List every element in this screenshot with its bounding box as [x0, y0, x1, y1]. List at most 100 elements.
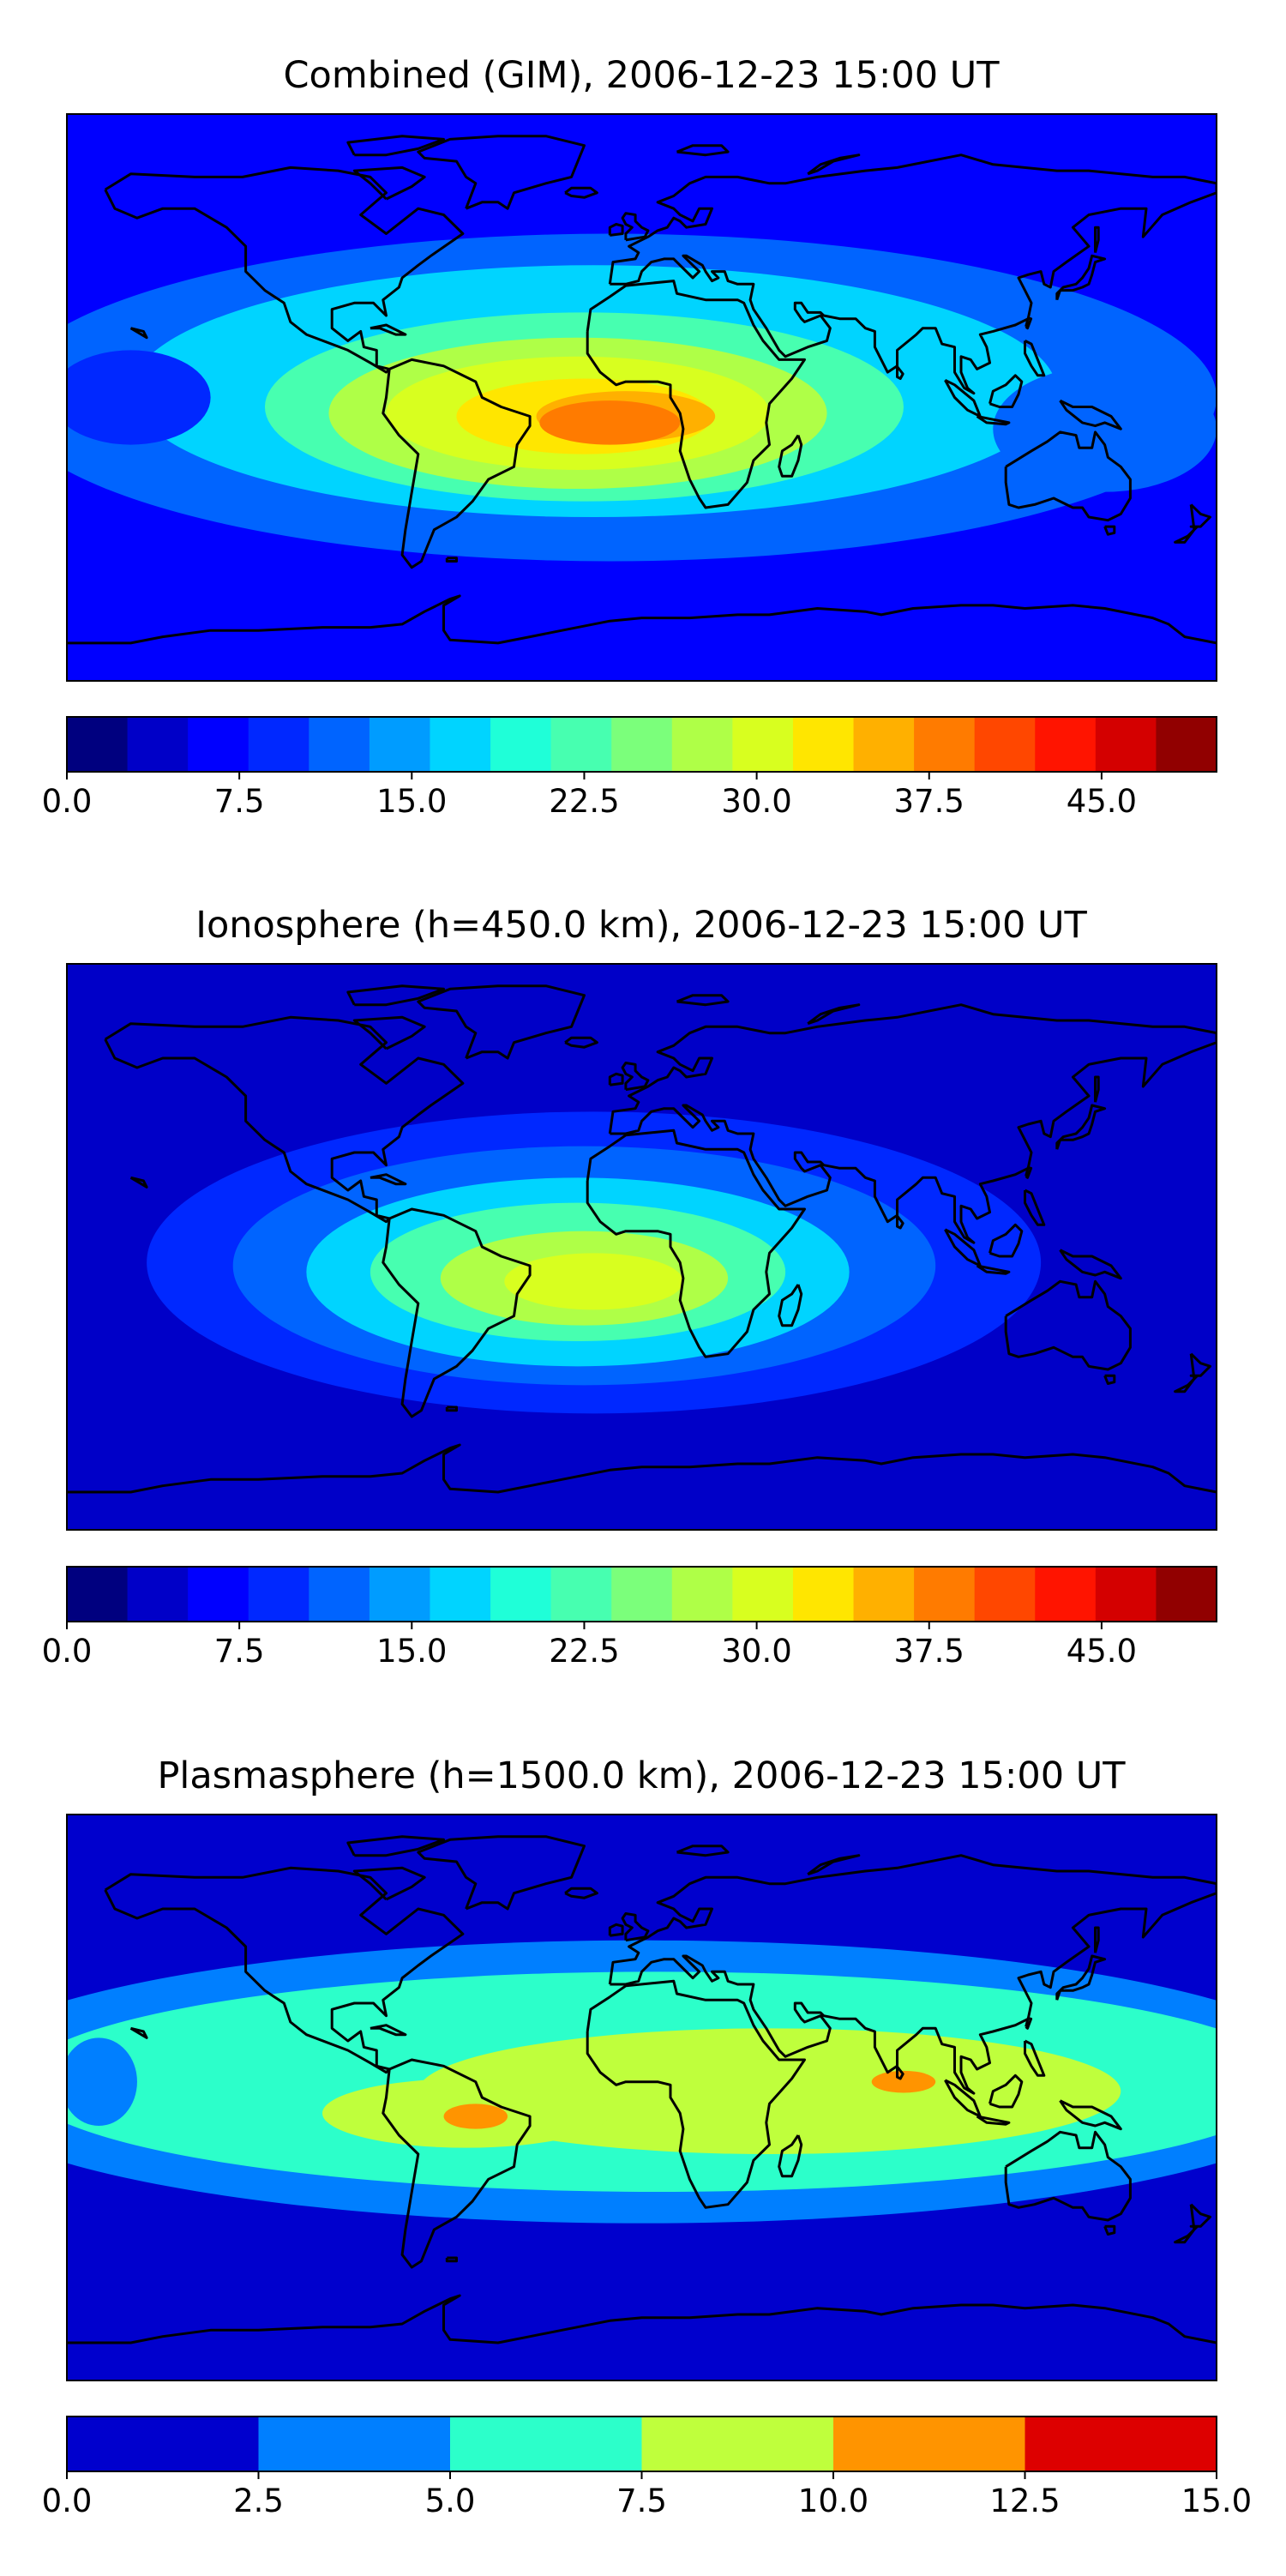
- colorbar-tick-label: 45.0: [1067, 783, 1137, 820]
- coastline-ellesmere: [346, 984, 445, 1007]
- coastline-ireland: [608, 223, 624, 237]
- colorbar-tick-label: 45.0: [1067, 1633, 1137, 1670]
- colorbar-segment: [248, 717, 309, 772]
- coastline-greenland: [417, 1835, 586, 1911]
- colorbar-segment: [490, 1567, 552, 1622]
- panel-combined: Combined (GIM), 2006-12-23 15:00 UT 0.0 7…: [42, 54, 1217, 820]
- colorbar-tick-label: 12.5: [989, 2483, 1060, 2519]
- coastline-falklands: [445, 2256, 458, 2263]
- colorbar-frame: [66, 1566, 1217, 1622]
- coastline-antarctica: [67, 1443, 1217, 1494]
- coastline-greenland: [417, 984, 586, 1060]
- colorbar-ticks: 0.0 2.5 5.0 7.5 10.0 12.5 15.0: [42, 2471, 1252, 2519]
- colorbar-segment: [309, 1567, 370, 1622]
- colorbar-tick-label: 0.0: [42, 2483, 93, 2519]
- coastline-sakhalin: [1094, 1926, 1100, 1953]
- colorbar-tick-label: 0.0: [42, 1633, 93, 1670]
- coastline-southAmerica: [382, 358, 532, 569]
- coastline-falklands: [445, 557, 458, 563]
- colorbar-segment: [369, 1567, 430, 1622]
- coastline-africa: [586, 1129, 806, 1358]
- colorbar-tick-label: 37.5: [894, 1633, 964, 1670]
- coastline-tasmania: [1103, 1374, 1116, 1385]
- colorbar-tick-label: 7.5: [214, 1633, 265, 1670]
- coastline-greatBritain: [621, 1062, 650, 1092]
- colorbar-segment: [369, 717, 430, 772]
- coastline-borneo: [989, 374, 1024, 408]
- contour-region: [871, 2070, 936, 2093]
- map-frame: [66, 963, 1217, 1531]
- colorbar-segment: [792, 717, 855, 772]
- coastline-newZealand: [1174, 2203, 1211, 2244]
- coastline-ellesmere: [346, 135, 445, 157]
- coastline-java: [976, 1264, 1011, 1275]
- colorbar-segment: [188, 1567, 249, 1622]
- colorbar-segment: [1156, 1567, 1217, 1622]
- colorbar-segment: [671, 1567, 733, 1622]
- colorbar-ticks: 0.0 7.5 15.0 22.5 30.0 37.5 45.0: [42, 772, 1137, 820]
- colorbar-segment: [127, 1567, 189, 1622]
- colorbar: [66, 716, 1217, 773]
- colorbar-segment: [914, 717, 976, 772]
- coastline-newZealand: [1174, 503, 1211, 544]
- panel-title: Plasmasphere (h=1500.0 km), 2006-12-23 1…: [157, 1754, 1126, 1797]
- colorbar-segment: [67, 1567, 129, 1622]
- coastlines: [67, 984, 1217, 1494]
- colorbar-segment: [248, 1567, 309, 1622]
- coastline-hawaii: [129, 327, 148, 340]
- coastline-iceland: [564, 186, 598, 199]
- colorbar-segment: [671, 717, 733, 772]
- coastline-eurasia: [608, 1003, 1217, 1244]
- colorbar-segment: [1035, 1567, 1097, 1622]
- colorbar-segment: [430, 717, 491, 772]
- coastline-northAmerica: [104, 1866, 465, 2074]
- colorbar-segment: [450, 2417, 642, 2471]
- coastline-taiwan: [1025, 316, 1033, 330]
- coastline-cuba: [370, 1173, 407, 1186]
- colorbar-tick-label: 0.0: [42, 783, 93, 820]
- coastline-madagascar: [778, 1284, 803, 1327]
- coastline-antarctica: [67, 594, 1217, 645]
- coastline-borneo: [989, 2073, 1024, 2109]
- coastline-java: [976, 2115, 1011, 2126]
- colorbar-tick-label: 7.5: [616, 2483, 667, 2519]
- colorbar-tick-label: 37.5: [894, 783, 964, 820]
- colorbar-tick-label: 2.5: [233, 2483, 284, 2519]
- colorbar-frame: [66, 716, 1217, 773]
- coastlines: [67, 1835, 1217, 2344]
- coastline-baffin: [352, 1015, 426, 1050]
- colorbar-segment: [611, 1567, 673, 1622]
- colorbar-segment: [974, 1567, 1036, 1622]
- colorbar-segment: [853, 1567, 915, 1622]
- map-frame: [66, 113, 1217, 682]
- colorbar-segment: [1025, 2417, 1217, 2471]
- colorbar-tick-label: 30.0: [721, 1633, 791, 1670]
- coastline-northAmerica: [104, 166, 465, 374]
- colorbar-segment: [127, 717, 189, 772]
- coastline-newGuinea: [1059, 1249, 1122, 1280]
- colorbar-segment: [853, 717, 915, 772]
- coastline-novayaZemlya: [807, 153, 861, 176]
- coastline-australia: [1004, 2130, 1132, 2222]
- coastline-southAmerica: [382, 1207, 532, 1418]
- colorbar-segment: [1095, 1567, 1157, 1622]
- colorbar-segment: [550, 717, 612, 772]
- panel-plasmasphere: Plasmasphere (h=1500.0 km), 2006-12-23 1…: [42, 1754, 1253, 2519]
- colorbar-segment: [732, 1567, 794, 1622]
- colorbar-tick-label: 10.0: [798, 2483, 868, 2519]
- colorbar-tick-label: 7.5: [214, 783, 265, 820]
- contour-region: [993, 365, 1217, 492]
- colorbar: [66, 2416, 1217, 2472]
- panel-title: Ionosphere (h=450.0 km), 2006-12-23 15:0…: [195, 904, 1087, 947]
- coastline-africa: [586, 280, 806, 509]
- coastline-baffin: [352, 1866, 426, 1901]
- map-plot: [67, 114, 1217, 681]
- coastline-africa: [586, 1979, 806, 2209]
- coastline-eurasia: [608, 1854, 1217, 2095]
- colorbar-segment: [67, 717, 129, 772]
- colorbar-segment: [833, 2417, 1025, 2471]
- coastline-iceland: [564, 1036, 598, 1049]
- coastline-philippines: [1024, 2039, 1046, 2077]
- coastline-japan: [1055, 1954, 1107, 2001]
